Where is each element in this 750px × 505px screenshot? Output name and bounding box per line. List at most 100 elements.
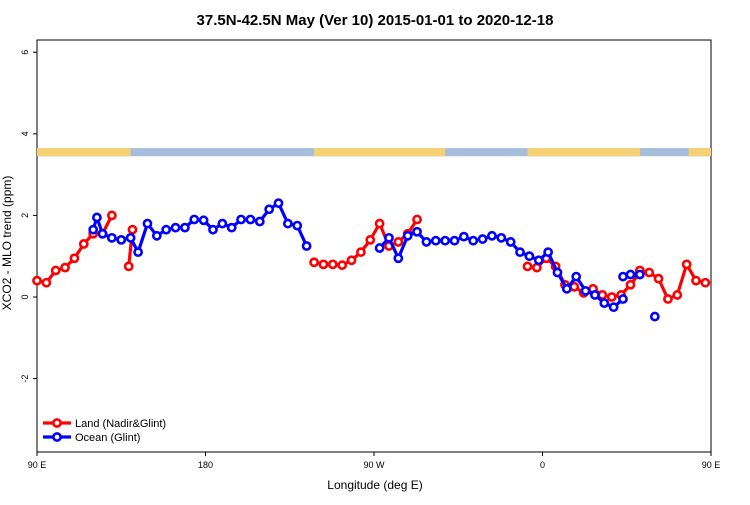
data-point — [318, 259, 329, 270]
data-point — [151, 230, 162, 241]
data-point — [32, 275, 42, 286]
data-point — [60, 262, 70, 273]
data-point — [440, 235, 451, 246]
data-point — [599, 298, 610, 309]
data-point — [273, 198, 284, 209]
basemap-strip — [37, 148, 711, 157]
plot-frame — [36, 39, 712, 453]
data-point — [226, 222, 237, 233]
y-tick-label: 0 — [20, 294, 30, 299]
data-point — [625, 279, 636, 290]
data-point — [161, 224, 172, 235]
data-point — [700, 277, 711, 288]
data-point — [208, 224, 218, 235]
data-point — [412, 226, 422, 237]
data-point — [170, 222, 181, 233]
data-point — [123, 261, 134, 272]
land-band — [314, 148, 446, 157]
data-point — [254, 216, 265, 227]
x-axis: 90 E 180 90 W 0 90 E — [28, 452, 721, 470]
series-1 — [88, 198, 660, 322]
y-tick-label: 2 — [20, 213, 30, 218]
data-point — [663, 294, 673, 304]
data-point — [393, 237, 404, 247]
series-0 — [32, 210, 711, 304]
series-layer — [32, 198, 711, 322]
data-point — [580, 285, 591, 296]
data-point — [524, 251, 535, 262]
data-point — [458, 231, 469, 242]
data-point — [402, 230, 413, 241]
data-point — [644, 267, 655, 278]
data-point — [50, 265, 61, 276]
data-point — [496, 232, 507, 243]
x-tick-label: 90 E — [28, 460, 47, 470]
data-point — [421, 237, 432, 247]
data-point — [522, 261, 533, 272]
data-point — [653, 273, 664, 284]
y-tick-label: -2 — [20, 375, 30, 383]
data-point — [384, 232, 394, 243]
data-point — [346, 255, 357, 266]
data-point — [355, 247, 366, 258]
data-point — [69, 253, 80, 264]
data-point — [116, 234, 127, 245]
data-point — [552, 267, 563, 278]
data-point — [449, 235, 460, 246]
data-point — [430, 235, 441, 246]
data-point — [606, 292, 617, 302]
data-point — [88, 224, 99, 235]
data-point — [125, 232, 136, 243]
data-point — [374, 243, 385, 253]
legend-swatch-marker — [52, 432, 62, 442]
data-point — [245, 214, 256, 225]
data-point — [337, 260, 348, 271]
x-tick-label: 90 E — [702, 460, 721, 470]
data-point — [393, 253, 404, 264]
legend: Land (Nadir&Glint) Ocean (Glint) — [43, 418, 166, 444]
data-point — [92, 212, 102, 223]
y-tick-label: 4 — [20, 131, 30, 136]
data-point — [97, 228, 108, 239]
series-line — [91, 201, 309, 254]
data-point — [477, 234, 488, 244]
data-point — [487, 230, 497, 241]
data-point — [374, 218, 385, 229]
data-point — [681, 259, 692, 270]
data-point — [412, 214, 422, 225]
y-tick-label: 6 — [20, 50, 30, 55]
data-point — [264, 204, 275, 215]
data-point — [634, 269, 645, 280]
land-band — [527, 148, 640, 157]
data-point — [468, 235, 479, 246]
data-point — [106, 210, 117, 221]
data-point — [301, 241, 312, 251]
x-tick-label: 180 — [198, 460, 213, 470]
data-point — [78, 239, 89, 249]
data-point — [236, 214, 246, 225]
data-point — [282, 218, 293, 229]
data-point — [180, 222, 190, 233]
legend-label: Ocean (Glint) — [75, 432, 140, 444]
data-point — [590, 290, 600, 300]
legend-swatch-marker — [52, 418, 62, 428]
data-point — [672, 290, 683, 300]
land-band — [688, 148, 711, 157]
data-point — [543, 247, 554, 258]
data-point — [571, 271, 582, 282]
data-point — [41, 277, 52, 288]
chart-title: 37.5N-42.5N May (Ver 10) 2015-01-01 to 2… — [197, 12, 554, 29]
y-axis-label: XCO2 - MLO trend (ppm) — [0, 176, 14, 311]
data-point — [142, 218, 153, 229]
data-point — [561, 283, 572, 294]
data-point — [217, 218, 228, 229]
data-point — [618, 294, 628, 304]
data-point — [309, 257, 319, 268]
legend-label: Land (Nadir&Glint) — [75, 418, 166, 430]
data-point — [133, 247, 143, 258]
data-point — [608, 302, 619, 313]
x-tick-label: 0 — [540, 460, 545, 470]
y-axis: -2 0 2 4 6 — [20, 50, 37, 383]
data-point — [365, 234, 376, 245]
